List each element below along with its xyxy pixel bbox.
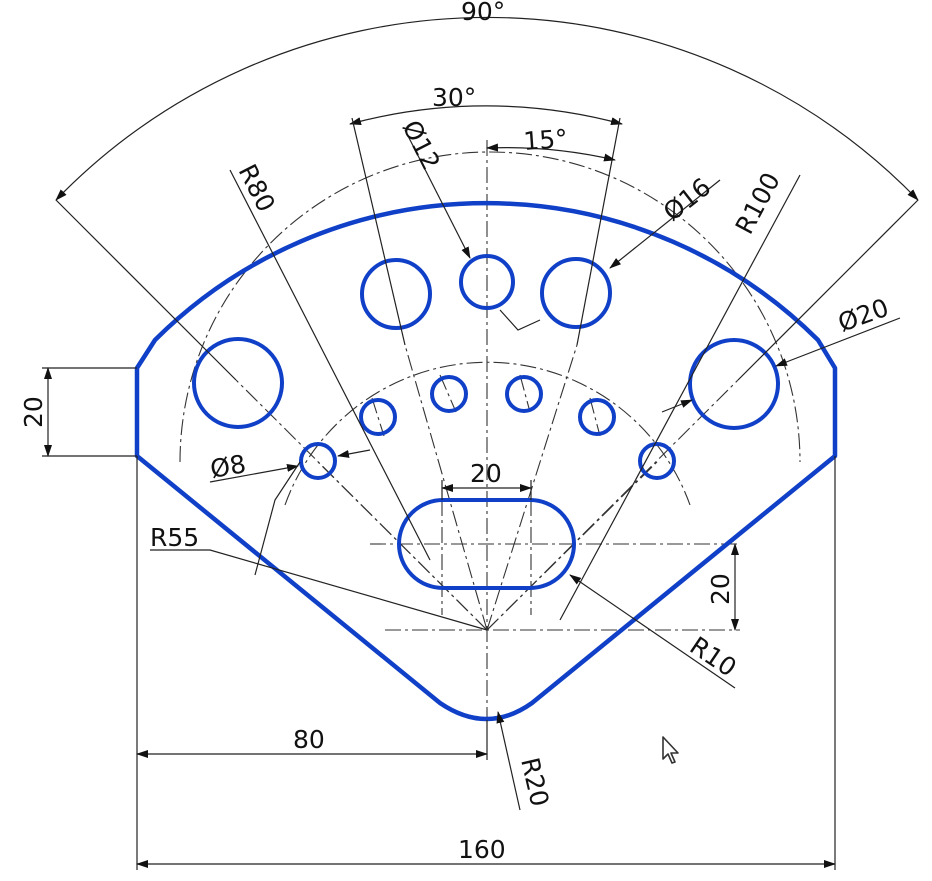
label-angle-half: 15° bbox=[522, 124, 568, 156]
label-radius-inner: R55 bbox=[150, 523, 199, 552]
label-left-step: 20 bbox=[19, 396, 48, 428]
slot bbox=[397, 498, 576, 590]
label-angle-overall: 90° bbox=[461, 0, 505, 26]
hole-small-6 bbox=[638, 442, 676, 480]
hole-small-3 bbox=[430, 375, 468, 413]
label-slot-length: 20 bbox=[470, 459, 502, 488]
hole-small-5 bbox=[578, 398, 616, 436]
hole-large-right bbox=[688, 338, 780, 430]
hole-small-2 bbox=[359, 398, 397, 436]
label-half-width: 80 bbox=[293, 725, 325, 754]
label-total-width: 160 bbox=[458, 835, 506, 864]
hole-large-left bbox=[192, 337, 284, 429]
label-slot-height: 20 bbox=[706, 573, 735, 605]
label-dia-small-top: Ø12 bbox=[397, 116, 446, 175]
dimension-lines bbox=[42, 16, 919, 870]
label-dia-upper: Ø16 bbox=[658, 172, 716, 227]
hole-small-1 bbox=[299, 442, 337, 480]
label-radius-outer: R100 bbox=[730, 168, 786, 239]
label-dia-small: Ø8 bbox=[208, 449, 248, 484]
label-radius-bottom: R20 bbox=[515, 755, 554, 809]
center-lines bbox=[179, 140, 801, 720]
label-dia-large: Ø20 bbox=[834, 293, 892, 338]
dimension-labels: 90° 30° 15° Ø12 R80 Ø16 R100 Ø20 Ø8 20 R… bbox=[19, 0, 892, 864]
hole-upper-left bbox=[360, 258, 432, 330]
label-angle-holes: 30° bbox=[432, 83, 476, 112]
hole-upper-right bbox=[540, 257, 612, 329]
holes bbox=[192, 254, 780, 590]
mouse-pointer-icon bbox=[662, 736, 679, 764]
hole-upper-mid bbox=[459, 254, 515, 310]
hole-small-4 bbox=[505, 375, 543, 413]
label-radius-slot: R10 bbox=[685, 631, 742, 683]
